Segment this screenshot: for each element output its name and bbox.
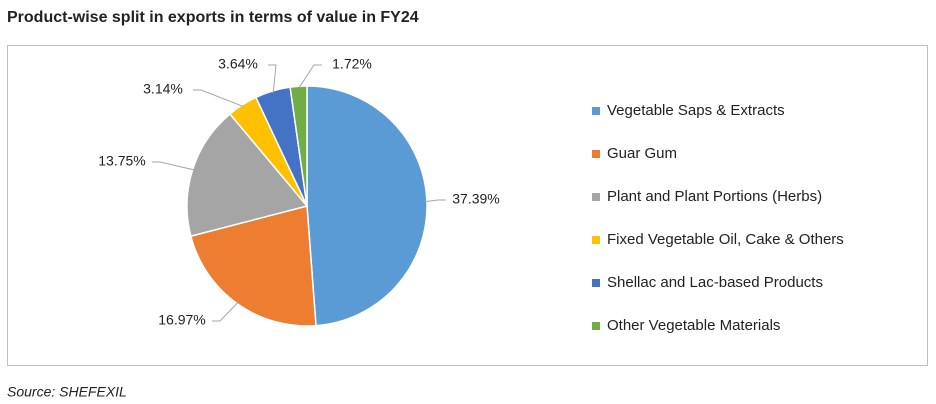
- legend-swatch: [592, 193, 600, 201]
- data-label: 3.14%: [143, 81, 183, 97]
- data-label: 3.64%: [218, 56, 258, 72]
- legend-label: Shellac and Lac-based Products: [607, 274, 823, 291]
- leader-line: [152, 161, 195, 171]
- legend-swatch: [592, 236, 600, 244]
- legend-label: Plant and Plant Portions (Herbs): [607, 188, 822, 205]
- leader-line: [268, 64, 277, 93]
- chart-frame: [7, 45, 928, 366]
- chart-title: Product-wise split in exports in terms o…: [7, 9, 419, 26]
- legend-label: Vegetable Saps & Extracts: [607, 102, 785, 119]
- legend-swatch: [592, 322, 600, 330]
- leader-line: [212, 301, 239, 322]
- leader-line: [424, 199, 446, 203]
- leader-line: [298, 64, 322, 89]
- pie-slice: [289, 85, 308, 207]
- leader-line: [193, 89, 244, 108]
- legend-swatch: [592, 107, 600, 115]
- data-label: 13.75%: [98, 153, 145, 169]
- data-label: 37.39%: [452, 191, 499, 207]
- legend-label: Other Vegetable Materials: [607, 317, 780, 334]
- source-note: Source: SHEFEXIL: [7, 384, 127, 400]
- legend-swatch: [592, 279, 600, 287]
- data-label: 16.97%: [158, 312, 205, 328]
- legend-swatch: [592, 150, 600, 158]
- data-label: 1.72%: [332, 56, 372, 72]
- legend-label: Guar Gum: [607, 145, 677, 162]
- legend-label: Fixed Vegetable Oil, Cake & Others: [607, 231, 844, 248]
